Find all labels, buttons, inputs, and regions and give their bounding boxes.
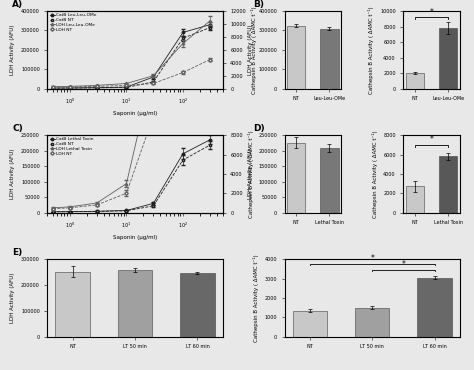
Bar [292,311,327,337]
Text: *: * [370,255,374,263]
Bar [406,186,424,213]
Text: *: * [401,260,405,269]
Text: C): C) [12,124,23,133]
Y-axis label: LDH Activity (AFU): LDH Activity (AFU) [248,149,253,199]
Y-axis label: LDH Activity (AFU): LDH Activity (AFU) [10,149,16,199]
Bar [439,157,457,213]
X-axis label: Saponin (µg/ml): Saponin (µg/ml) [113,235,157,240]
Bar [180,273,215,337]
Bar [439,28,457,89]
Text: A): A) [12,0,24,9]
Y-axis label: Cathepsin B Activity ( ΔAMC t⁻¹): Cathepsin B Activity ( ΔAMC t⁻¹) [253,254,259,342]
X-axis label: Saponin (µg/ml): Saponin (µg/ml) [113,111,157,116]
Bar [418,278,452,337]
Legend: CatB Leu-Leu-OMe, CatB NT, LDH Leu-Leu-OMe, LDH NT: CatB Leu-Leu-OMe, CatB NT, LDH Leu-Leu-O… [50,13,96,32]
Bar [287,143,305,213]
Y-axis label: Cathepsin B Activity ( ΔAMC t⁻¹): Cathepsin B Activity ( ΔAMC t⁻¹) [372,130,378,218]
Bar [320,148,338,213]
Y-axis label: Cathepsin B Activity ( ΔAMC t⁻¹): Cathepsin B Activity ( ΔAMC t⁻¹) [368,6,374,94]
Y-axis label: Cathepsin B Activity ( ΔAMC t⁻¹): Cathepsin B Activity ( ΔAMC t⁻¹) [251,6,257,94]
Bar [406,73,424,89]
Y-axis label: Cathepsin B Activity ( ΔAMC t⁻¹): Cathepsin B Activity ( ΔAMC t⁻¹) [248,130,254,218]
Text: *: * [429,135,433,144]
Text: B): B) [254,0,264,9]
Bar [320,28,338,89]
Y-axis label: LDH Activity (AFU): LDH Activity (AFU) [10,25,16,75]
Bar [355,307,389,337]
Bar [118,270,152,337]
Text: *: * [429,7,433,17]
Y-axis label: LDH Activity (AFU): LDH Activity (AFU) [248,25,253,75]
Legend: CatB Lethal Toxin, CatB NT, LDH Lethal Toxin, LDH NT: CatB Lethal Toxin, CatB NT, LDH Lethal T… [50,137,93,156]
Bar [55,272,90,337]
Bar [287,26,305,89]
Y-axis label: LDH Activity (AFU): LDH Activity (AFU) [10,273,16,323]
Text: D): D) [254,124,265,133]
Text: E): E) [12,248,23,257]
